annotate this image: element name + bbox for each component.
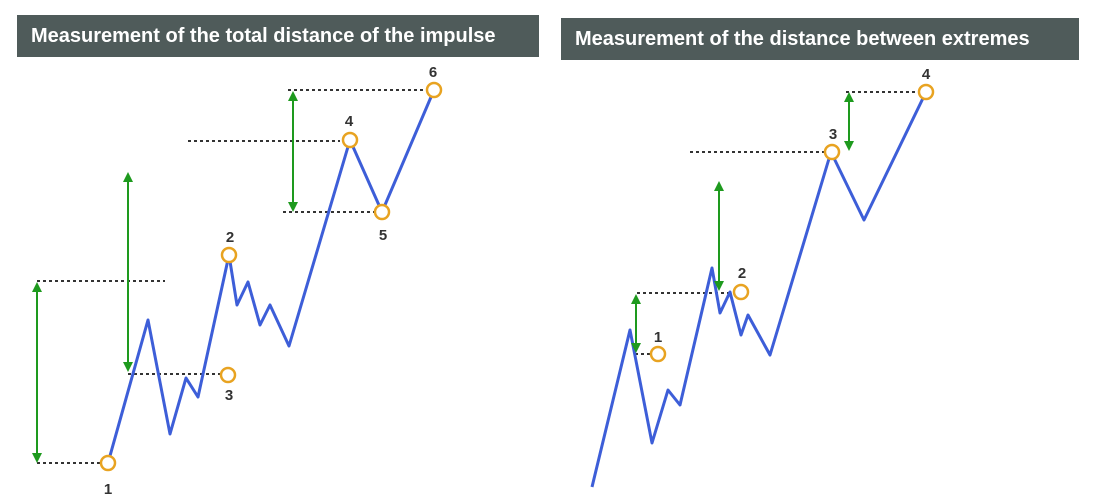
point-marker-2: [220, 246, 238, 264]
price-line-right: [590, 91, 928, 488]
right-panel: 1 2 3 4: [590, 66, 935, 488]
point-label-2: 2: [738, 265, 746, 282]
price-line-left: [106, 89, 436, 464]
point-marker-5: [373, 203, 391, 221]
point-label-1: 1: [104, 481, 112, 498]
point-label-3: 3: [829, 126, 837, 143]
left-panel: 1 2 3 4 5 6: [32, 64, 443, 498]
point-marker-3: [823, 143, 841, 161]
point-marker-2: [732, 283, 750, 301]
point-marker-1: [99, 454, 117, 472]
point-marker-4: [917, 83, 935, 101]
point-label-6: 6: [429, 64, 437, 81]
point-label-1: 1: [654, 329, 662, 346]
point-label-3: 3: [225, 387, 233, 404]
point-marker-6: [425, 81, 443, 99]
point-marker-4: [341, 131, 359, 149]
left-panel-title: Measurement of the total distance of the…: [17, 15, 539, 57]
right-panel-title: Measurement of the distance between extr…: [561, 18, 1079, 60]
point-label-4: 4: [922, 66, 931, 83]
point-marker-1: [649, 345, 667, 363]
point-label-4: 4: [345, 113, 354, 130]
point-label-2: 2: [226, 229, 234, 246]
point-label-5: 5: [379, 227, 387, 244]
point-marker-3: [219, 366, 237, 384]
